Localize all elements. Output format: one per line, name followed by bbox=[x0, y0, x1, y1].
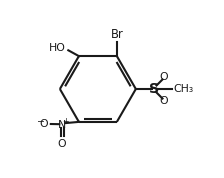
Text: −: − bbox=[37, 116, 45, 125]
Text: CH₃: CH₃ bbox=[174, 84, 194, 94]
Text: O: O bbox=[159, 96, 168, 106]
Text: N: N bbox=[58, 120, 66, 130]
Text: O: O bbox=[40, 119, 48, 129]
Text: Br: Br bbox=[110, 28, 123, 41]
Text: +: + bbox=[62, 117, 69, 126]
Text: HO: HO bbox=[48, 43, 65, 53]
Text: O: O bbox=[159, 72, 168, 82]
Text: S: S bbox=[149, 82, 159, 96]
Text: O: O bbox=[58, 139, 67, 149]
